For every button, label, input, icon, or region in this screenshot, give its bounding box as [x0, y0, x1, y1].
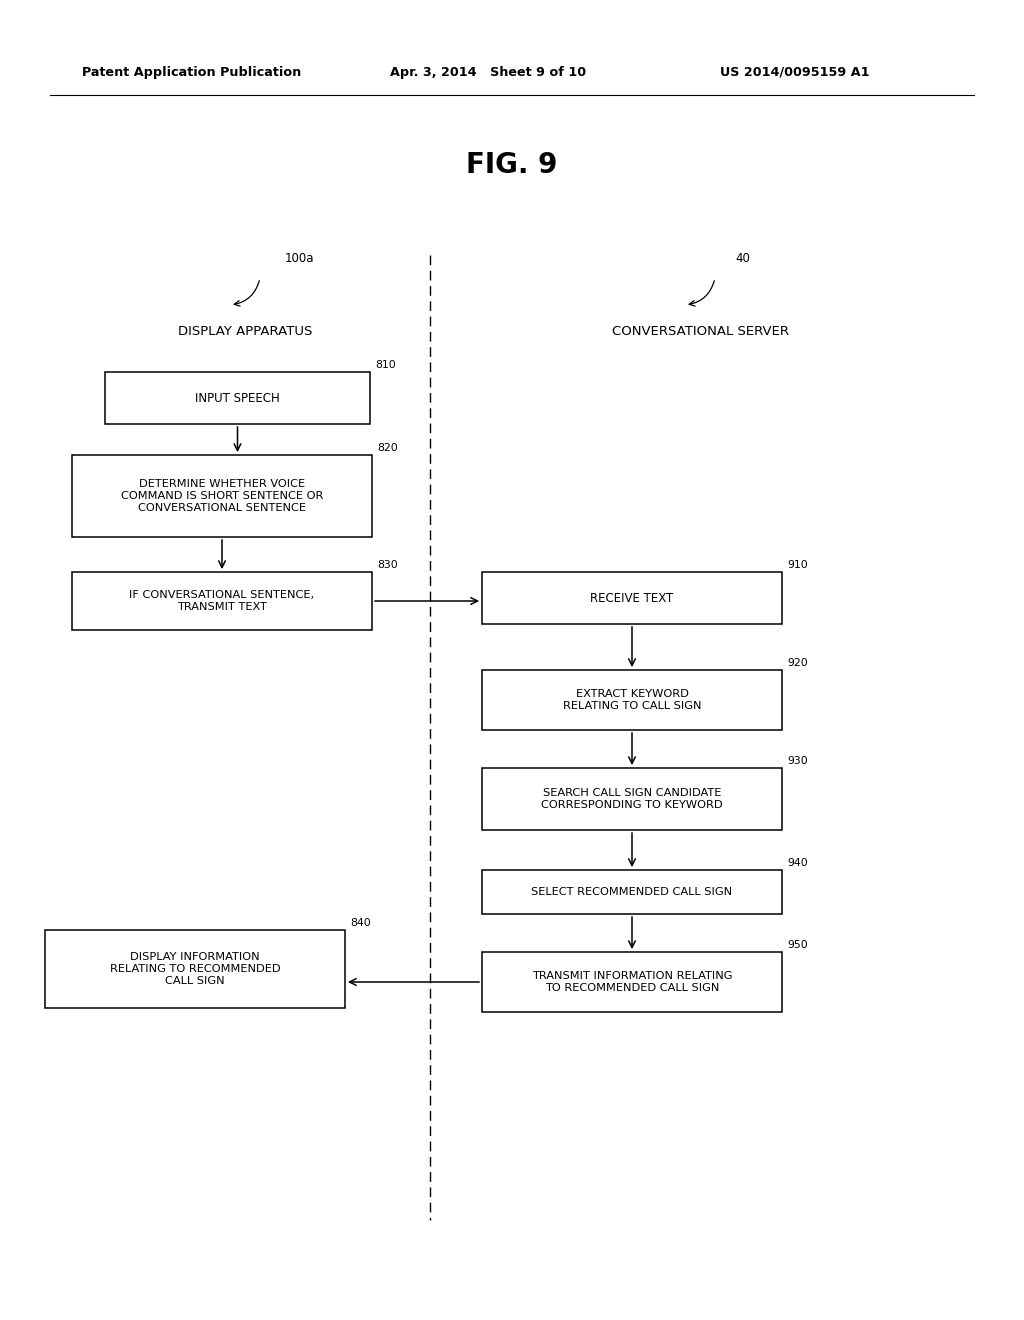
Text: RECEIVE TEXT: RECEIVE TEXT: [591, 591, 674, 605]
Text: DISPLAY INFORMATION
RELATING TO RECOMMENDED
CALL SIGN: DISPLAY INFORMATION RELATING TO RECOMMEN…: [110, 953, 281, 986]
Text: US 2014/0095159 A1: US 2014/0095159 A1: [720, 66, 869, 78]
Text: 840: 840: [350, 917, 371, 928]
Text: 820: 820: [377, 444, 397, 453]
Text: Patent Application Publication: Patent Application Publication: [82, 66, 301, 78]
Text: FIG. 9: FIG. 9: [466, 150, 558, 180]
Text: 920: 920: [787, 657, 808, 668]
Bar: [482, 768, 782, 830]
Bar: [482, 952, 782, 1012]
Text: 100a: 100a: [285, 252, 314, 265]
Bar: [72, 455, 372, 537]
Text: 950: 950: [787, 940, 808, 950]
Bar: [482, 572, 782, 624]
Bar: [45, 931, 345, 1008]
Bar: [72, 572, 372, 630]
Bar: [482, 870, 782, 913]
Text: TRANSMIT INFORMATION RELATING
TO RECOMMENDED CALL SIGN: TRANSMIT INFORMATION RELATING TO RECOMME…: [531, 972, 732, 993]
Text: EXTRACT KEYWORD
RELATING TO CALL SIGN: EXTRACT KEYWORD RELATING TO CALL SIGN: [563, 689, 701, 710]
Text: Apr. 3, 2014   Sheet 9 of 10: Apr. 3, 2014 Sheet 9 of 10: [390, 66, 586, 78]
Text: 40: 40: [735, 252, 750, 265]
Text: SELECT RECOMMENDED CALL SIGN: SELECT RECOMMENDED CALL SIGN: [531, 887, 732, 898]
Bar: [105, 372, 370, 424]
Text: 810: 810: [375, 360, 395, 370]
Text: DISPLAY APPARATUS: DISPLAY APPARATUS: [178, 325, 312, 338]
Text: 940: 940: [787, 858, 808, 869]
Text: 930: 930: [787, 756, 808, 766]
Bar: [482, 671, 782, 730]
Text: 910: 910: [787, 560, 808, 570]
Text: DETERMINE WHETHER VOICE
COMMAND IS SHORT SENTENCE OR
CONVERSATIONAL SENTENCE: DETERMINE WHETHER VOICE COMMAND IS SHORT…: [121, 479, 324, 512]
Text: 830: 830: [377, 560, 397, 570]
Text: SEARCH CALL SIGN CANDIDATE
CORRESPONDING TO KEYWORD: SEARCH CALL SIGN CANDIDATE CORRESPONDING…: [542, 788, 723, 809]
Text: INPUT SPEECH: INPUT SPEECH: [196, 392, 280, 404]
Text: CONVERSATIONAL SERVER: CONVERSATIONAL SERVER: [611, 325, 788, 338]
Text: IF CONVERSATIONAL SENTENCE,
TRANSMIT TEXT: IF CONVERSATIONAL SENTENCE, TRANSMIT TEX…: [129, 590, 314, 611]
